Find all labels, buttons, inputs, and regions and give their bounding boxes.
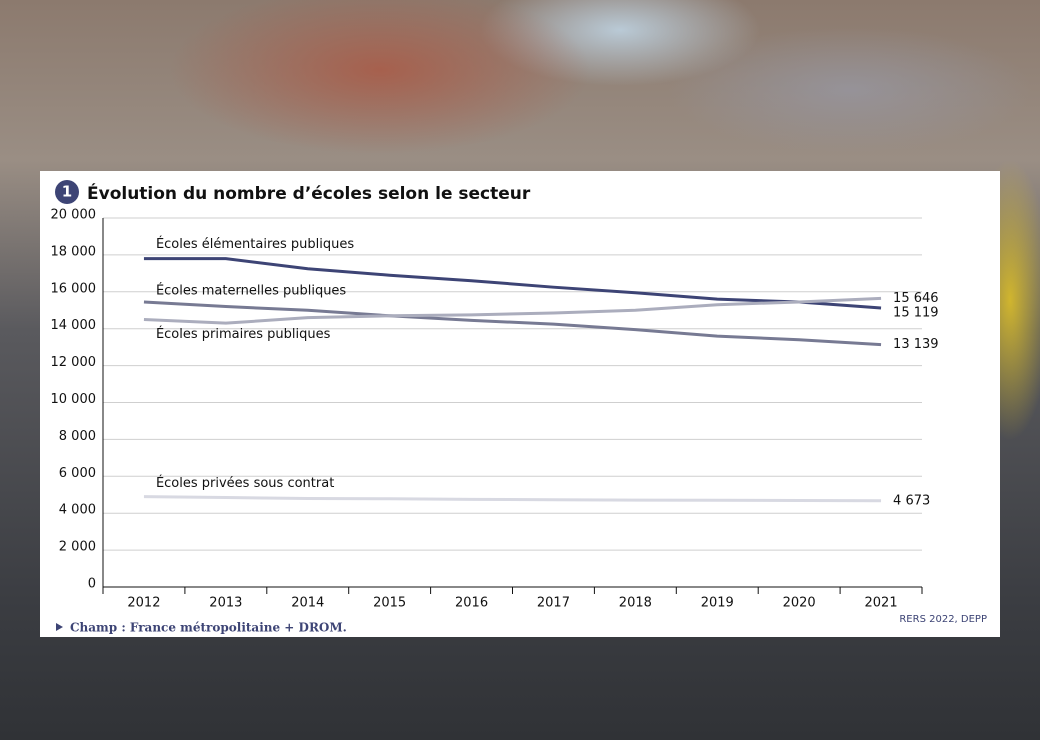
x-tick-label: 2019: [701, 596, 734, 611]
value-label: 15 646: [893, 291, 939, 306]
series-line: [143, 296, 882, 325]
y-tick-label: 6 000: [59, 466, 96, 481]
y-tick-label: 14 000: [51, 318, 97, 333]
y-tick-label: 16 000: [51, 281, 97, 296]
x-tick-label: 2021: [865, 596, 898, 611]
y-tick-label: 2 000: [59, 540, 96, 555]
x-tick-label: 2013: [209, 596, 242, 611]
x-tick-label: 2020: [783, 596, 816, 611]
y-tick-label: 8 000: [59, 429, 96, 444]
note-arrow: [56, 623, 63, 631]
series-label: Écoles maternelles publiques: [156, 282, 346, 298]
series-label: Écoles privées sous contrat: [156, 475, 334, 491]
source: RERS 2022, DEPP: [899, 614, 987, 625]
x-tick-label: 2014: [291, 596, 324, 611]
x-tick-label: 2012: [127, 596, 160, 611]
value-label: 4 673: [893, 493, 930, 508]
x-tick-label: 2015: [373, 596, 406, 611]
series-line: [143, 495, 882, 503]
value-label: 13 139: [893, 337, 939, 352]
series-line: [143, 300, 882, 347]
y-tick-label: 0: [88, 577, 96, 592]
series-line: [143, 257, 882, 310]
note: Champ : France métropolitaine + DROM.: [70, 621, 347, 635]
x-tick-label: 2017: [537, 596, 570, 611]
series-label: Écoles élémentaires publiques: [156, 236, 354, 252]
y-tick-label: 12 000: [51, 355, 97, 370]
x-tick-label: 2018: [619, 596, 652, 611]
y-tick-label: 18 000: [51, 244, 97, 259]
series-label: Écoles primaires publiques: [156, 326, 331, 342]
y-tick-label: 4 000: [59, 503, 96, 518]
chart-card: [40, 171, 1000, 637]
chart-title: Évolution du nombre d’écoles selon le se…: [87, 182, 531, 204]
y-tick-label: 20 000: [51, 208, 97, 223]
value-label: 15 119: [893, 306, 939, 321]
figure-badge: [55, 180, 79, 204]
figure-number: 1: [62, 183, 72, 201]
y-tick-label: 10 000: [51, 392, 97, 407]
x-tick-label: 2016: [455, 596, 488, 611]
